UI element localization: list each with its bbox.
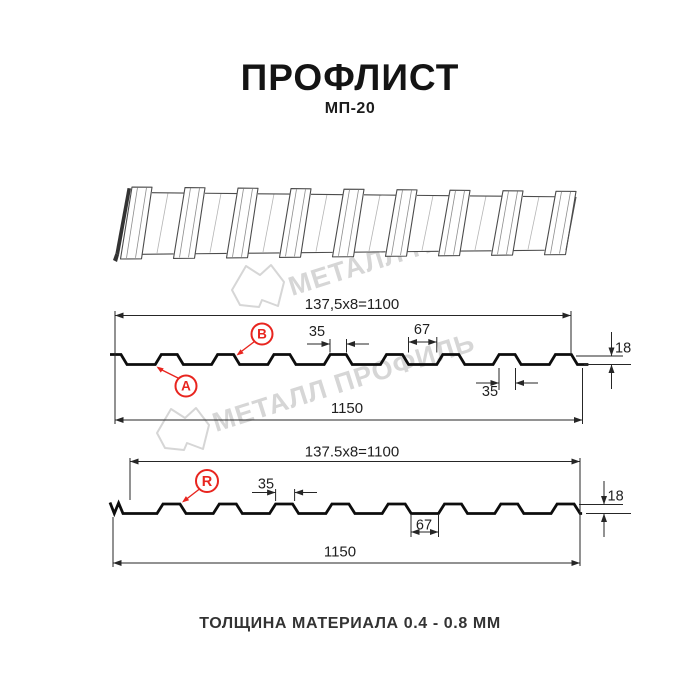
dim-working-width: 137.5x8=1100: [305, 444, 399, 461]
dim-height: 18: [615, 341, 631, 357]
profiled-sheet-3d-view: [113, 186, 577, 262]
dim-height: 18: [608, 489, 624, 505]
dim-flute-width: 67: [416, 518, 432, 534]
profile-bottom-section-labels: 137.5x8=1100 35 67 18 1150 R: [202, 444, 624, 561]
profile-top-section-geometry: [110, 311, 631, 424]
callout-label-r: R: [202, 474, 213, 490]
dim-working-width: 137,5x8=1100: [305, 296, 399, 313]
dim-flute-width: 67: [414, 322, 430, 338]
dim-overall-width: 1150: [324, 544, 356, 561]
brand-logo-watermark: [231, 264, 285, 308]
profile-bottom-section-geometry: [108, 458, 631, 567]
callout-label-b: B: [257, 327, 267, 342]
brand-watermark-text: МЕТАЛЛ ПРОФИЛЬ: [209, 327, 479, 438]
dim-overall-width: 1150: [331, 400, 363, 417]
dim-rib-width: 35: [309, 324, 325, 340]
dim-bottom-rib-width: 35: [482, 384, 498, 400]
brand-logo-watermark: [156, 407, 210, 451]
profile-model-name: МП-20: [324, 100, 376, 117]
thickness-note: ТОЛЩИНА МАТЕРИАЛА 0.4 - 0.8 ММ: [199, 615, 501, 632]
profile-top-section-labels: 137,5x8=1100 35 67 18 35 1150 A B: [181, 296, 631, 417]
dim-rib-width: 35: [258, 477, 274, 493]
callout-label-a: A: [181, 379, 191, 394]
page-title: ПРОФЛИСТ: [240, 57, 460, 98]
